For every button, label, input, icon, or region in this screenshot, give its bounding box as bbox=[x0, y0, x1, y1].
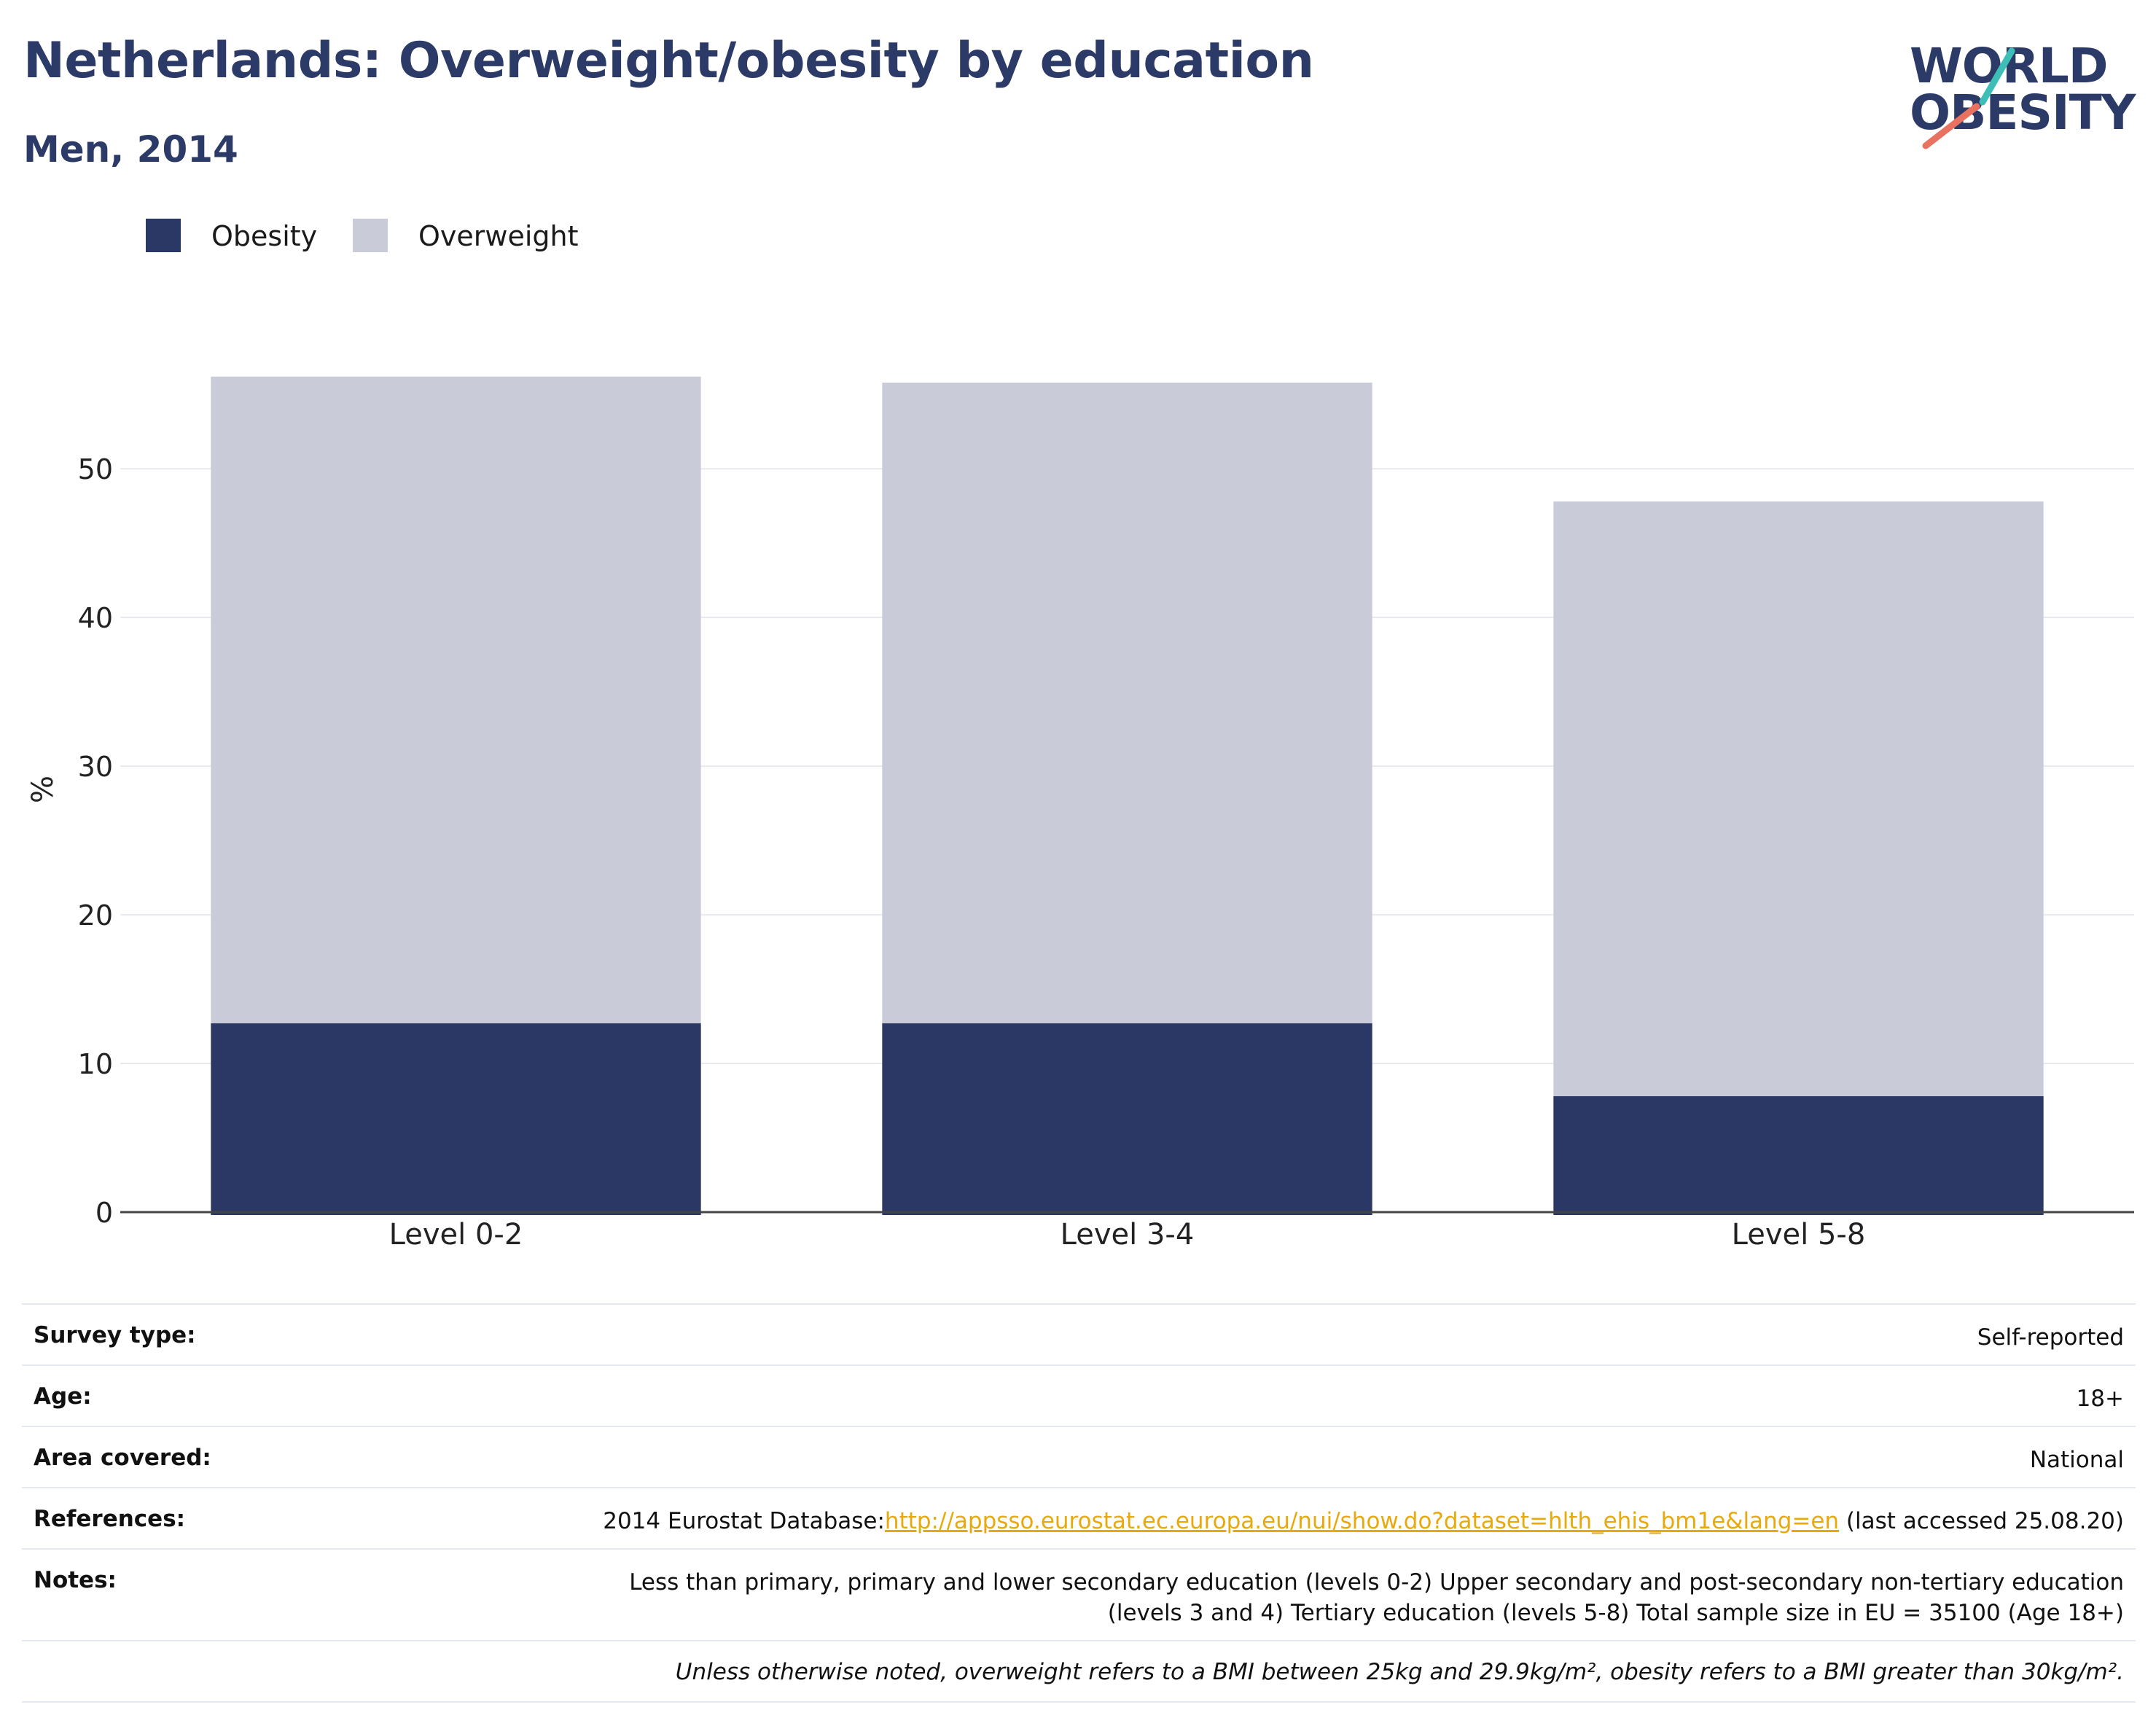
legend-swatch-obesity bbox=[146, 219, 181, 252]
reference-prefix: 2014 Eurostat Database: bbox=[603, 1508, 885, 1534]
y-tick-label: 10 bbox=[78, 1048, 113, 1080]
stacked-bar-chart: 0 10 20 30 40 50% Level 0-2 Level 3-4 Level 5-8 bbox=[26, 376, 2134, 1251]
legend-label-obesity: Obesity bbox=[211, 220, 318, 252]
info-table: Survey type: Self-reported Age: 18+ Area… bbox=[22, 1303, 2136, 1703]
notes-line-1: Less than primary, primary and lower sec… bbox=[629, 1569, 2124, 1596]
page-title: Netherlands: Overweight/obesity by educa… bbox=[23, 32, 1314, 90]
bar-obesity-3 bbox=[1553, 1096, 2044, 1215]
page-subtitle: Men, 2014 bbox=[23, 128, 238, 171]
notes-line-2: (levels 3 and 4) Tertiary education (lev… bbox=[1107, 1600, 2124, 1626]
x-tick-label: Level 0-2 bbox=[389, 1218, 523, 1251]
bar-overweight-3 bbox=[1553, 501, 2044, 1096]
info-key-notes: Notes: bbox=[34, 1567, 117, 1593]
legend-label-overweight: Overweight bbox=[418, 220, 579, 252]
bar-obesity-2 bbox=[882, 1023, 1372, 1215]
footnote: Unless otherwise noted, overweight refer… bbox=[675, 1659, 2124, 1685]
info-key-age: Age: bbox=[34, 1383, 92, 1410]
logo-slash-icon bbox=[1922, 47, 2015, 149]
info-row-references: References: 2014 Eurostat Database:http:… bbox=[22, 1487, 2136, 1548]
info-value-survey-type: Self-reported bbox=[1977, 1324, 2124, 1351]
info-value-notes: Less than primary, primary and lower sec… bbox=[629, 1567, 2124, 1628]
reference-link[interactable]: http://appsso.eurostat.ec.europa.eu/nui/… bbox=[884, 1508, 1840, 1534]
bar-obesity-1 bbox=[211, 1023, 701, 1215]
bar-overweight-2 bbox=[882, 382, 1372, 1023]
info-row-age: Age: 18+ bbox=[22, 1364, 2136, 1426]
y-tick-label: 30 bbox=[78, 751, 113, 783]
info-key-area: Area covered: bbox=[34, 1445, 211, 1471]
legend-swatch-overweight bbox=[353, 219, 388, 252]
info-value-area: National bbox=[2029, 1447, 2124, 1473]
y-tick-label: 40 bbox=[78, 602, 113, 634]
info-table-bottom-border bbox=[22, 1701, 2136, 1703]
x-tick-label: Level 3-4 bbox=[1061, 1218, 1195, 1251]
x-tick-label: Level 5-8 bbox=[1732, 1218, 1866, 1251]
y-tick-label: 0 bbox=[95, 1197, 113, 1229]
info-key-references: References: bbox=[34, 1506, 186, 1532]
info-value-references: 2014 Eurostat Database:http://appsso.eur… bbox=[603, 1506, 2124, 1536]
info-row-survey-type: Survey type: Self-reported bbox=[22, 1303, 2136, 1364]
y-tick-label: 50 bbox=[78, 453, 113, 485]
info-value-age: 18+ bbox=[2076, 1386, 2124, 1412]
reference-suffix: (last accessed 25.08.20) bbox=[1839, 1508, 2124, 1534]
info-row-notes: Notes: Less than primary, primary and lo… bbox=[22, 1548, 2136, 1640]
bar-overweight-1 bbox=[211, 376, 701, 1023]
info-row-area: Area covered: National bbox=[22, 1426, 2136, 1487]
info-key-survey-type: Survey type: bbox=[34, 1322, 196, 1348]
y-tick-label: 20 bbox=[78, 899, 113, 932]
y-axis-title: % bbox=[26, 776, 60, 803]
info-row-footnote: Unless otherwise noted, overweight refer… bbox=[22, 1640, 2136, 1701]
world-obesity-logo: WORLD OBESITY bbox=[1895, 29, 2143, 160]
